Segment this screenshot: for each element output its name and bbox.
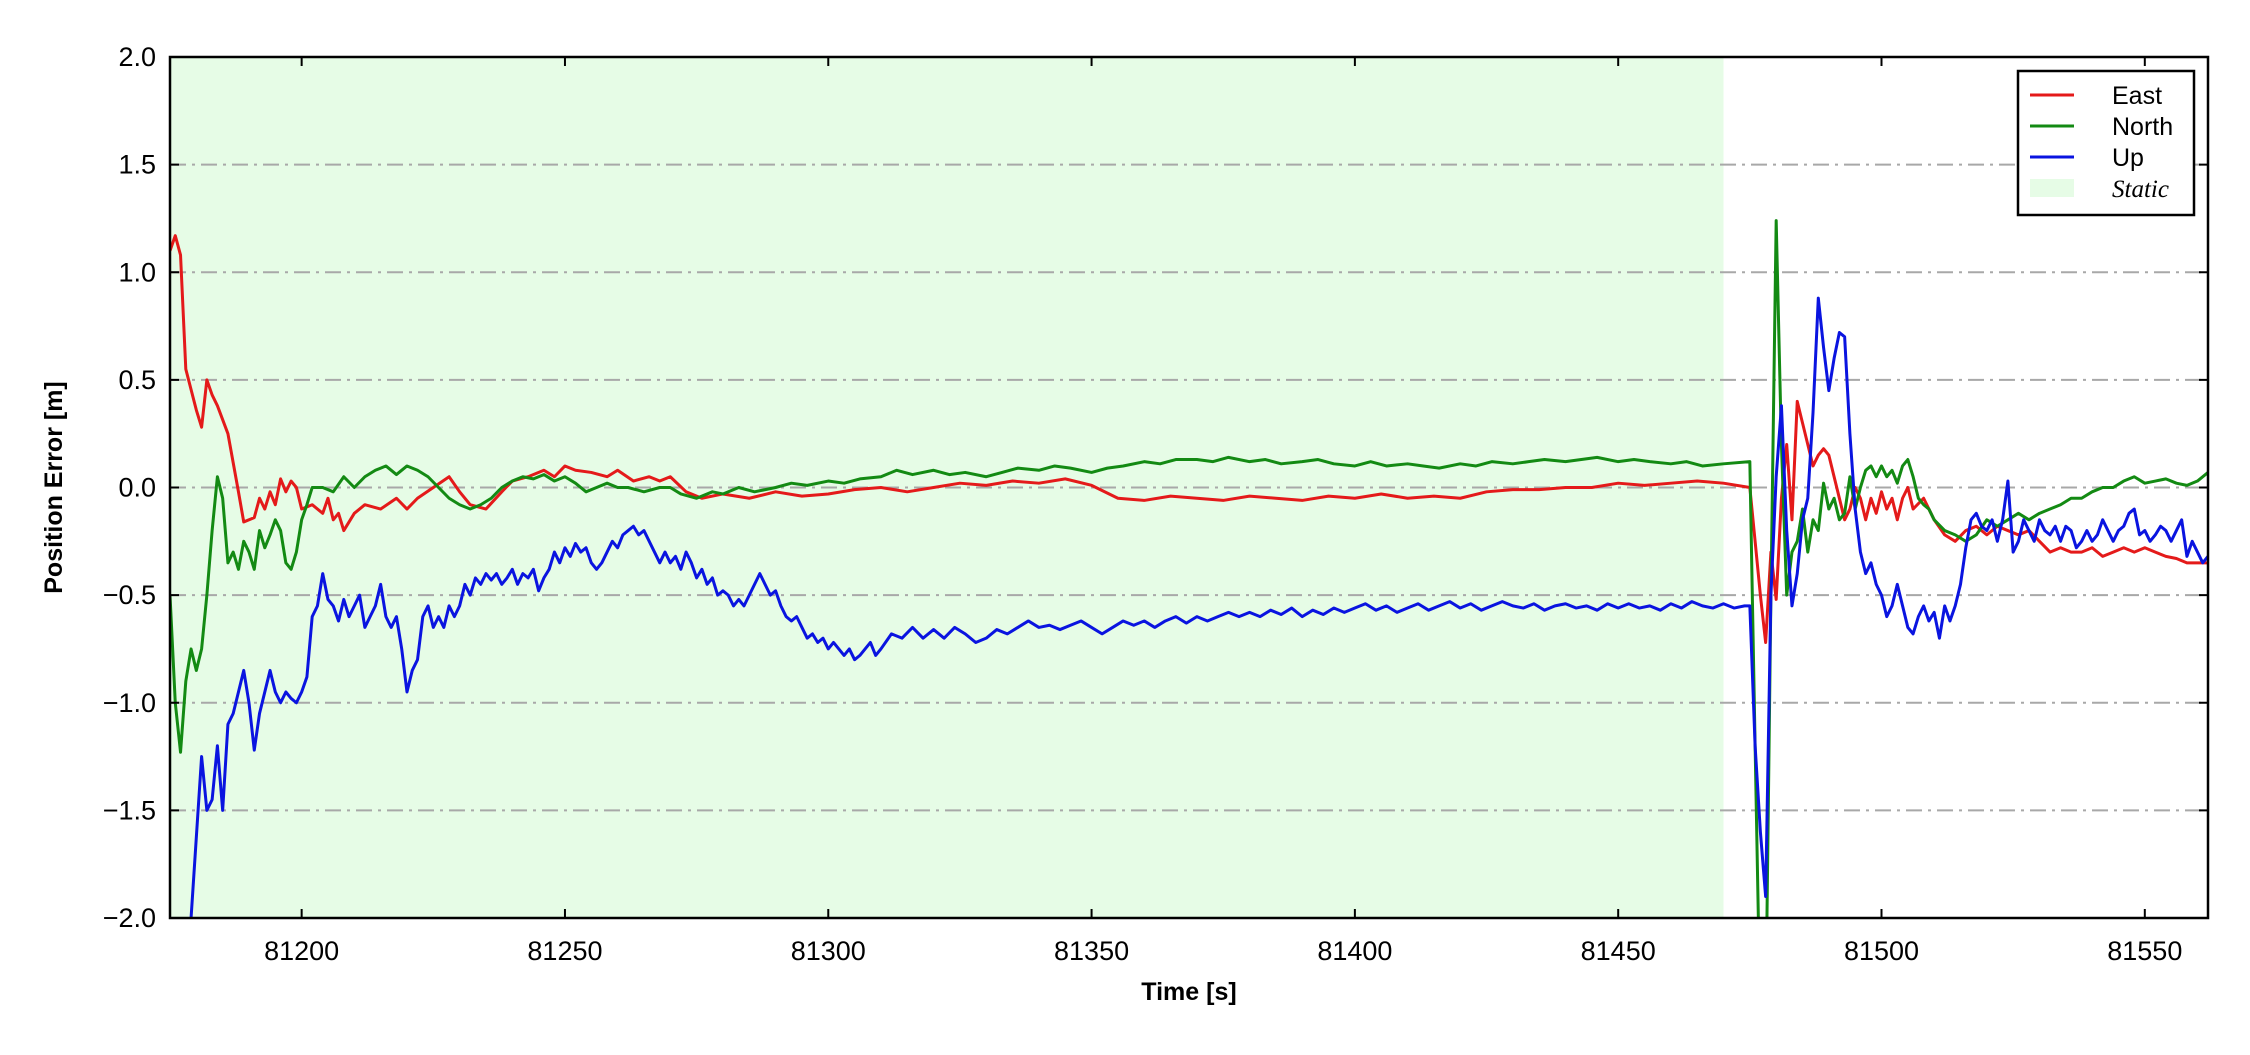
legend: East North Up Static: [2016, 69, 2196, 217]
y-axis-title: Position Error [m]: [40, 381, 68, 594]
series-line-up: [189, 296, 2208, 918]
x-tick-label: 81250: [527, 936, 602, 966]
x-tick-label: 81200: [264, 936, 339, 966]
legend-label-north: North: [2112, 113, 2173, 141]
y-tick-label: 0.5: [118, 365, 156, 395]
x-tick-label: 81450: [1581, 936, 1656, 966]
x-tick-label: 81300: [791, 936, 866, 966]
x-tick-label: 81550: [2107, 936, 2182, 966]
legend-label-up: Up: [2112, 144, 2144, 172]
legend-label-east: East: [2112, 82, 2162, 110]
series-line-east: [170, 234, 2208, 644]
legend-label-static: Static: [2112, 176, 2169, 203]
y-tick-label: 2.0: [118, 42, 156, 72]
x-tick-label: 81400: [1317, 936, 1392, 966]
y-tick-label: −2.0: [103, 903, 156, 933]
x-tick-label: 81500: [1844, 936, 1919, 966]
legend-swatch-static: [2030, 179, 2074, 197]
y-tick-label: 0.0: [118, 473, 156, 503]
y-tick-label: −0.5: [103, 580, 156, 610]
y-tick-label: −1.0: [103, 688, 156, 718]
x-axis-title: Time [s]: [1141, 978, 1236, 1006]
y-tick-label: 1.5: [118, 150, 156, 180]
y-tick-label: −1.5: [103, 795, 156, 825]
y-tick-label: 1.0: [118, 257, 156, 287]
series-line-north: [170, 219, 2208, 918]
x-tick-label: 81350: [1054, 936, 1129, 966]
